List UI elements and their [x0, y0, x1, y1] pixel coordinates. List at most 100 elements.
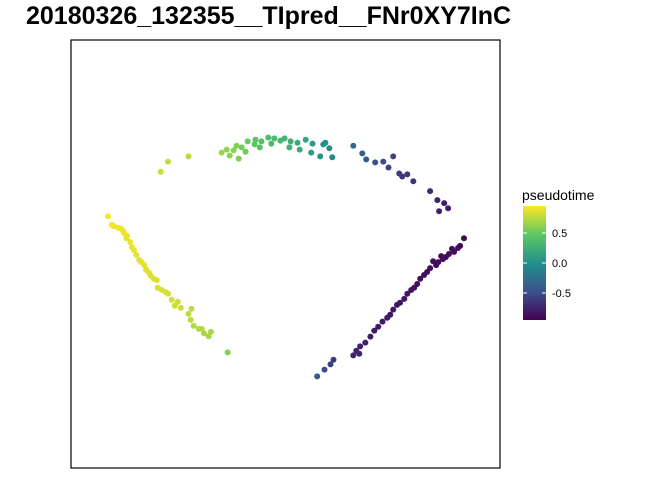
data-point — [408, 287, 415, 293]
data-point — [329, 154, 336, 161]
data-point — [356, 350, 363, 357]
data-point — [252, 136, 259, 143]
colorbar-title: pseudotime — [522, 187, 595, 203]
data-point — [256, 144, 263, 151]
colorbar-ticks: 0.5 0.0 -0.5 — [523, 228, 571, 300]
data-point — [286, 144, 293, 151]
data-point — [185, 153, 192, 160]
colorbar — [523, 206, 546, 320]
data-point — [359, 150, 366, 157]
data-point — [302, 136, 309, 143]
data-point — [235, 155, 242, 162]
data-point — [427, 188, 434, 195]
data-point — [223, 146, 230, 153]
data-point — [165, 290, 171, 297]
data-point — [309, 140, 316, 147]
data-point — [195, 325, 202, 332]
data-point — [131, 247, 138, 254]
data-point — [294, 139, 301, 146]
data-point — [436, 208, 443, 215]
data-point — [201, 330, 207, 337]
data-point — [251, 141, 258, 148]
points-layer — [104, 134, 467, 380]
data-point — [390, 306, 397, 313]
data-point — [321, 366, 328, 373]
data-point — [384, 314, 391, 321]
data-point — [410, 178, 417, 185]
data-point — [455, 245, 461, 251]
data-point — [281, 135, 288, 142]
data-point — [174, 298, 181, 305]
data-point — [330, 356, 337, 363]
data-point — [258, 138, 265, 145]
data-point — [207, 328, 214, 335]
data-point — [233, 142, 240, 149]
data-point — [317, 153, 324, 160]
colorbar-tick-label: 0.0 — [552, 258, 567, 270]
data-point — [168, 296, 175, 303]
data-point — [449, 245, 455, 252]
data-point — [188, 305, 195, 312]
data-point — [238, 144, 245, 151]
data-point — [421, 272, 428, 278]
data-point — [157, 168, 164, 175]
data-point — [380, 158, 387, 165]
data-point — [362, 339, 369, 346]
data-point — [326, 145, 333, 152]
data-point — [357, 343, 364, 350]
data-point — [441, 200, 448, 207]
data-point — [141, 262, 148, 269]
data-point — [271, 135, 278, 142]
data-point — [127, 239, 134, 245]
data-point — [224, 349, 231, 356]
data-point — [104, 213, 111, 220]
data-point — [296, 146, 303, 153]
data-point — [244, 138, 251, 145]
data-point — [350, 142, 357, 149]
chart-title: 20180326_132355__TIpred__FNr0XY7InC — [26, 2, 512, 30]
colorbar-tick-label: 0.5 — [552, 228, 567, 240]
data-point — [218, 149, 225, 156]
data-point — [268, 140, 275, 147]
data-point — [226, 152, 233, 159]
data-point — [401, 295, 408, 302]
data-point — [417, 275, 424, 282]
data-point — [287, 138, 294, 145]
data-point — [461, 235, 467, 242]
data-point — [372, 159, 379, 166]
data-point — [230, 147, 237, 154]
data-point — [190, 322, 197, 329]
data-point — [327, 361, 334, 368]
data-point — [367, 333, 374, 340]
data-point — [177, 304, 184, 311]
data-point — [165, 158, 171, 165]
data-point — [385, 164, 392, 171]
data-point — [322, 139, 329, 146]
data-point — [404, 171, 411, 178]
data-point — [375, 323, 382, 330]
colorbar-tick-label: -0.5 — [552, 288, 571, 300]
data-point — [390, 153, 397, 160]
data-point — [242, 148, 249, 155]
data-point — [350, 352, 357, 359]
data-point — [404, 290, 411, 297]
data-point — [371, 327, 378, 334]
data-point — [133, 251, 140, 258]
data-point — [185, 310, 192, 317]
data-point — [394, 301, 400, 308]
data-point — [153, 277, 160, 284]
data-point — [379, 318, 386, 325]
plot-panel — [70, 39, 501, 469]
data-point — [314, 373, 321, 380]
data-point — [363, 156, 370, 163]
data-point — [265, 134, 272, 141]
data-point — [438, 253, 445, 260]
data-point — [187, 316, 194, 323]
data-point — [399, 173, 406, 180]
data-point — [434, 197, 441, 204]
data-point — [445, 205, 452, 212]
data-point — [124, 233, 131, 239]
data-point — [308, 149, 315, 156]
data-point — [430, 258, 437, 265]
